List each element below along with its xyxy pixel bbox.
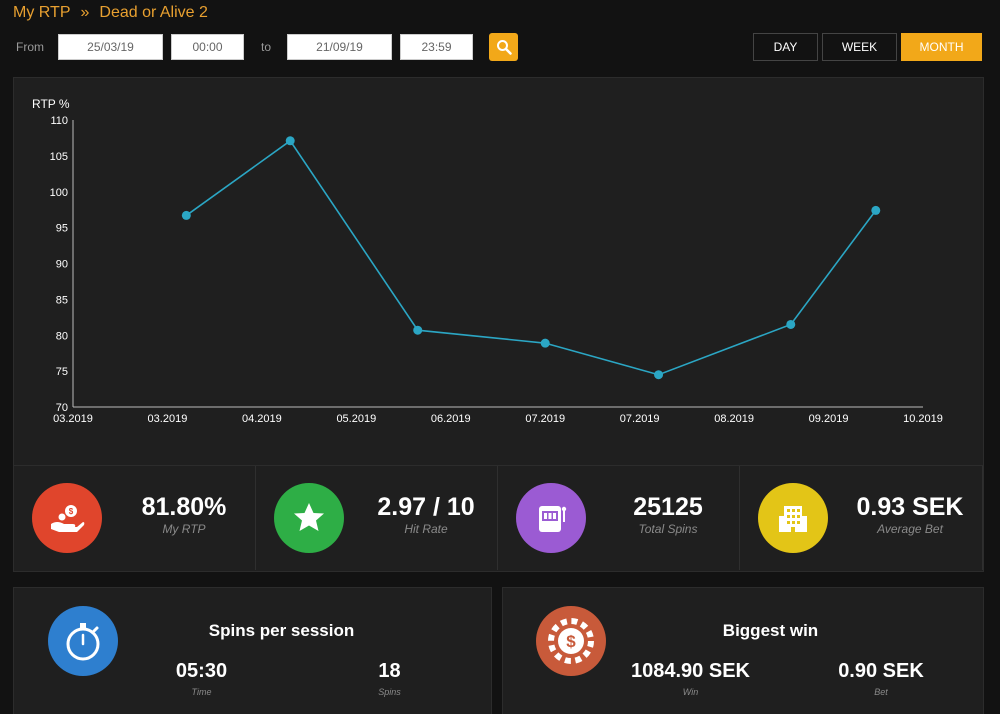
stat-caption: Average Bet [877,522,943,536]
stat-hit-rate: 2.97 / 10 Hit Rate [256,466,498,570]
session-spins-value: 18 [378,660,401,682]
period-month-button[interactable]: MONTH [901,33,982,61]
x-tick-label: 04.2019 [242,413,282,425]
stat-value: 2.97 / 10 [377,493,475,521]
biggest-win-panel: $ Biggest win 1084.90 SEK Win 0.90 SEK B… [502,587,984,714]
rtp-line-chart: RTP % 70 75 80 85 90 95 100 105 110 03.2019 03.20… [32,97,943,425]
search-icon [496,40,512,55]
to-label: to [261,40,272,54]
session-time-caption: Time [191,687,212,697]
stat-my-rtp: $ 81.80% My RTP [14,466,256,570]
biggest-win-value: 1084.90 SEK [631,660,750,682]
y-tick-label: 85 [56,294,68,306]
y-tick-label: 100 [50,187,68,199]
from-date-input[interactable]: 25/03/19 [58,34,163,60]
stat-icon-circle [516,483,586,553]
data-point[interactable] [871,205,881,215]
stopwatch-icon [48,606,118,676]
stat-icon-circle [758,483,828,553]
session-title: Spins per session [208,621,355,640]
building-icon [779,506,807,532]
star-icon [294,503,324,531]
hand-money-icon: $ [51,505,85,532]
session-spins-caption: Spins [378,687,401,697]
y-tick-label: 75 [56,366,68,378]
biggest-icon-circle: $ [536,606,606,676]
stat-caption: Hit Rate [404,522,448,536]
casino-chip-icon: $ [536,606,606,676]
y-tick-label: 105 [50,151,68,163]
data-point[interactable] [786,319,796,329]
rtp-series-line [185,139,877,376]
biggest-bet-value: 0.90 SEK [838,660,924,682]
to-time-input[interactable]: 23:59 [400,34,473,60]
x-tick-label: 05.2019 [336,413,376,425]
x-tick-label: 09.2019 [809,413,849,425]
period-day-button[interactable]: DAY [753,33,818,61]
data-point[interactable] [181,210,191,220]
breadcrumb-separator: » [80,4,90,21]
stat-total-spins: 25125 Total Spins [498,466,740,570]
breadcrumb-current: Dead or Alive 2 [99,4,208,21]
rtp-chart-panel: RTP % 70 75 80 85 90 95 100 105 110 03.2019 03.20… [13,77,984,467]
x-tick-label: 07.2019 [525,413,565,425]
session-time-value: 05:30 [175,660,228,682]
y-tick-label: 90 [56,259,68,271]
data-point[interactable] [413,325,423,335]
stat-average-bet: 0.93 SEK Average Bet [740,466,983,570]
data-point[interactable] [654,370,664,380]
search-button[interactable] [489,33,518,61]
slot-machine-icon [539,506,567,532]
spins-per-session-panel: Spins per session 05:30 Time 18 Spins [13,587,492,714]
stat-icon-circle [274,483,344,553]
y-tick-label: 110 [50,115,68,127]
x-tick-label: 10.2019 [903,413,943,425]
x-tick-label: 03.2019 [148,413,188,425]
from-time-input[interactable]: 00:00 [171,34,244,60]
svg-text:$: $ [69,507,74,516]
biggest-win-caption: Win [682,687,699,697]
biggest-bet-caption: Bet [874,687,888,697]
breadcrumb: My RTP » Dead or Alive 2 [13,4,208,22]
to-date-input[interactable]: 21/09/19 [287,34,392,60]
data-point[interactable] [285,136,295,146]
period-week-button[interactable]: WEEK [822,33,897,61]
session-icon-circle [48,606,118,676]
x-tick-label: 07.2019 [620,413,660,425]
y-axis-label: RTP % [32,97,70,111]
data-point[interactable] [540,338,550,348]
breadcrumb-parent[interactable]: My RTP [13,4,71,21]
x-tick-label: 08.2019 [714,413,754,425]
svg-text:$: $ [566,632,576,651]
x-tick-label: 03.2019 [53,413,93,425]
biggest-title: Biggest win [722,621,819,640]
from-label: From [16,40,44,54]
y-tick-label: 70 [56,402,68,414]
stat-icon-circle: $ [32,483,102,553]
stat-value: 0.93 SEK [856,493,964,521]
stat-value: 25125 [633,493,703,521]
stat-value: 81.80% [141,493,227,521]
y-tick-label: 95 [56,223,68,235]
stat-caption: My RTP [162,522,206,536]
stat-caption: Total Spins [638,522,698,536]
y-tick-label: 80 [56,330,68,342]
x-tick-label: 06.2019 [431,413,471,425]
